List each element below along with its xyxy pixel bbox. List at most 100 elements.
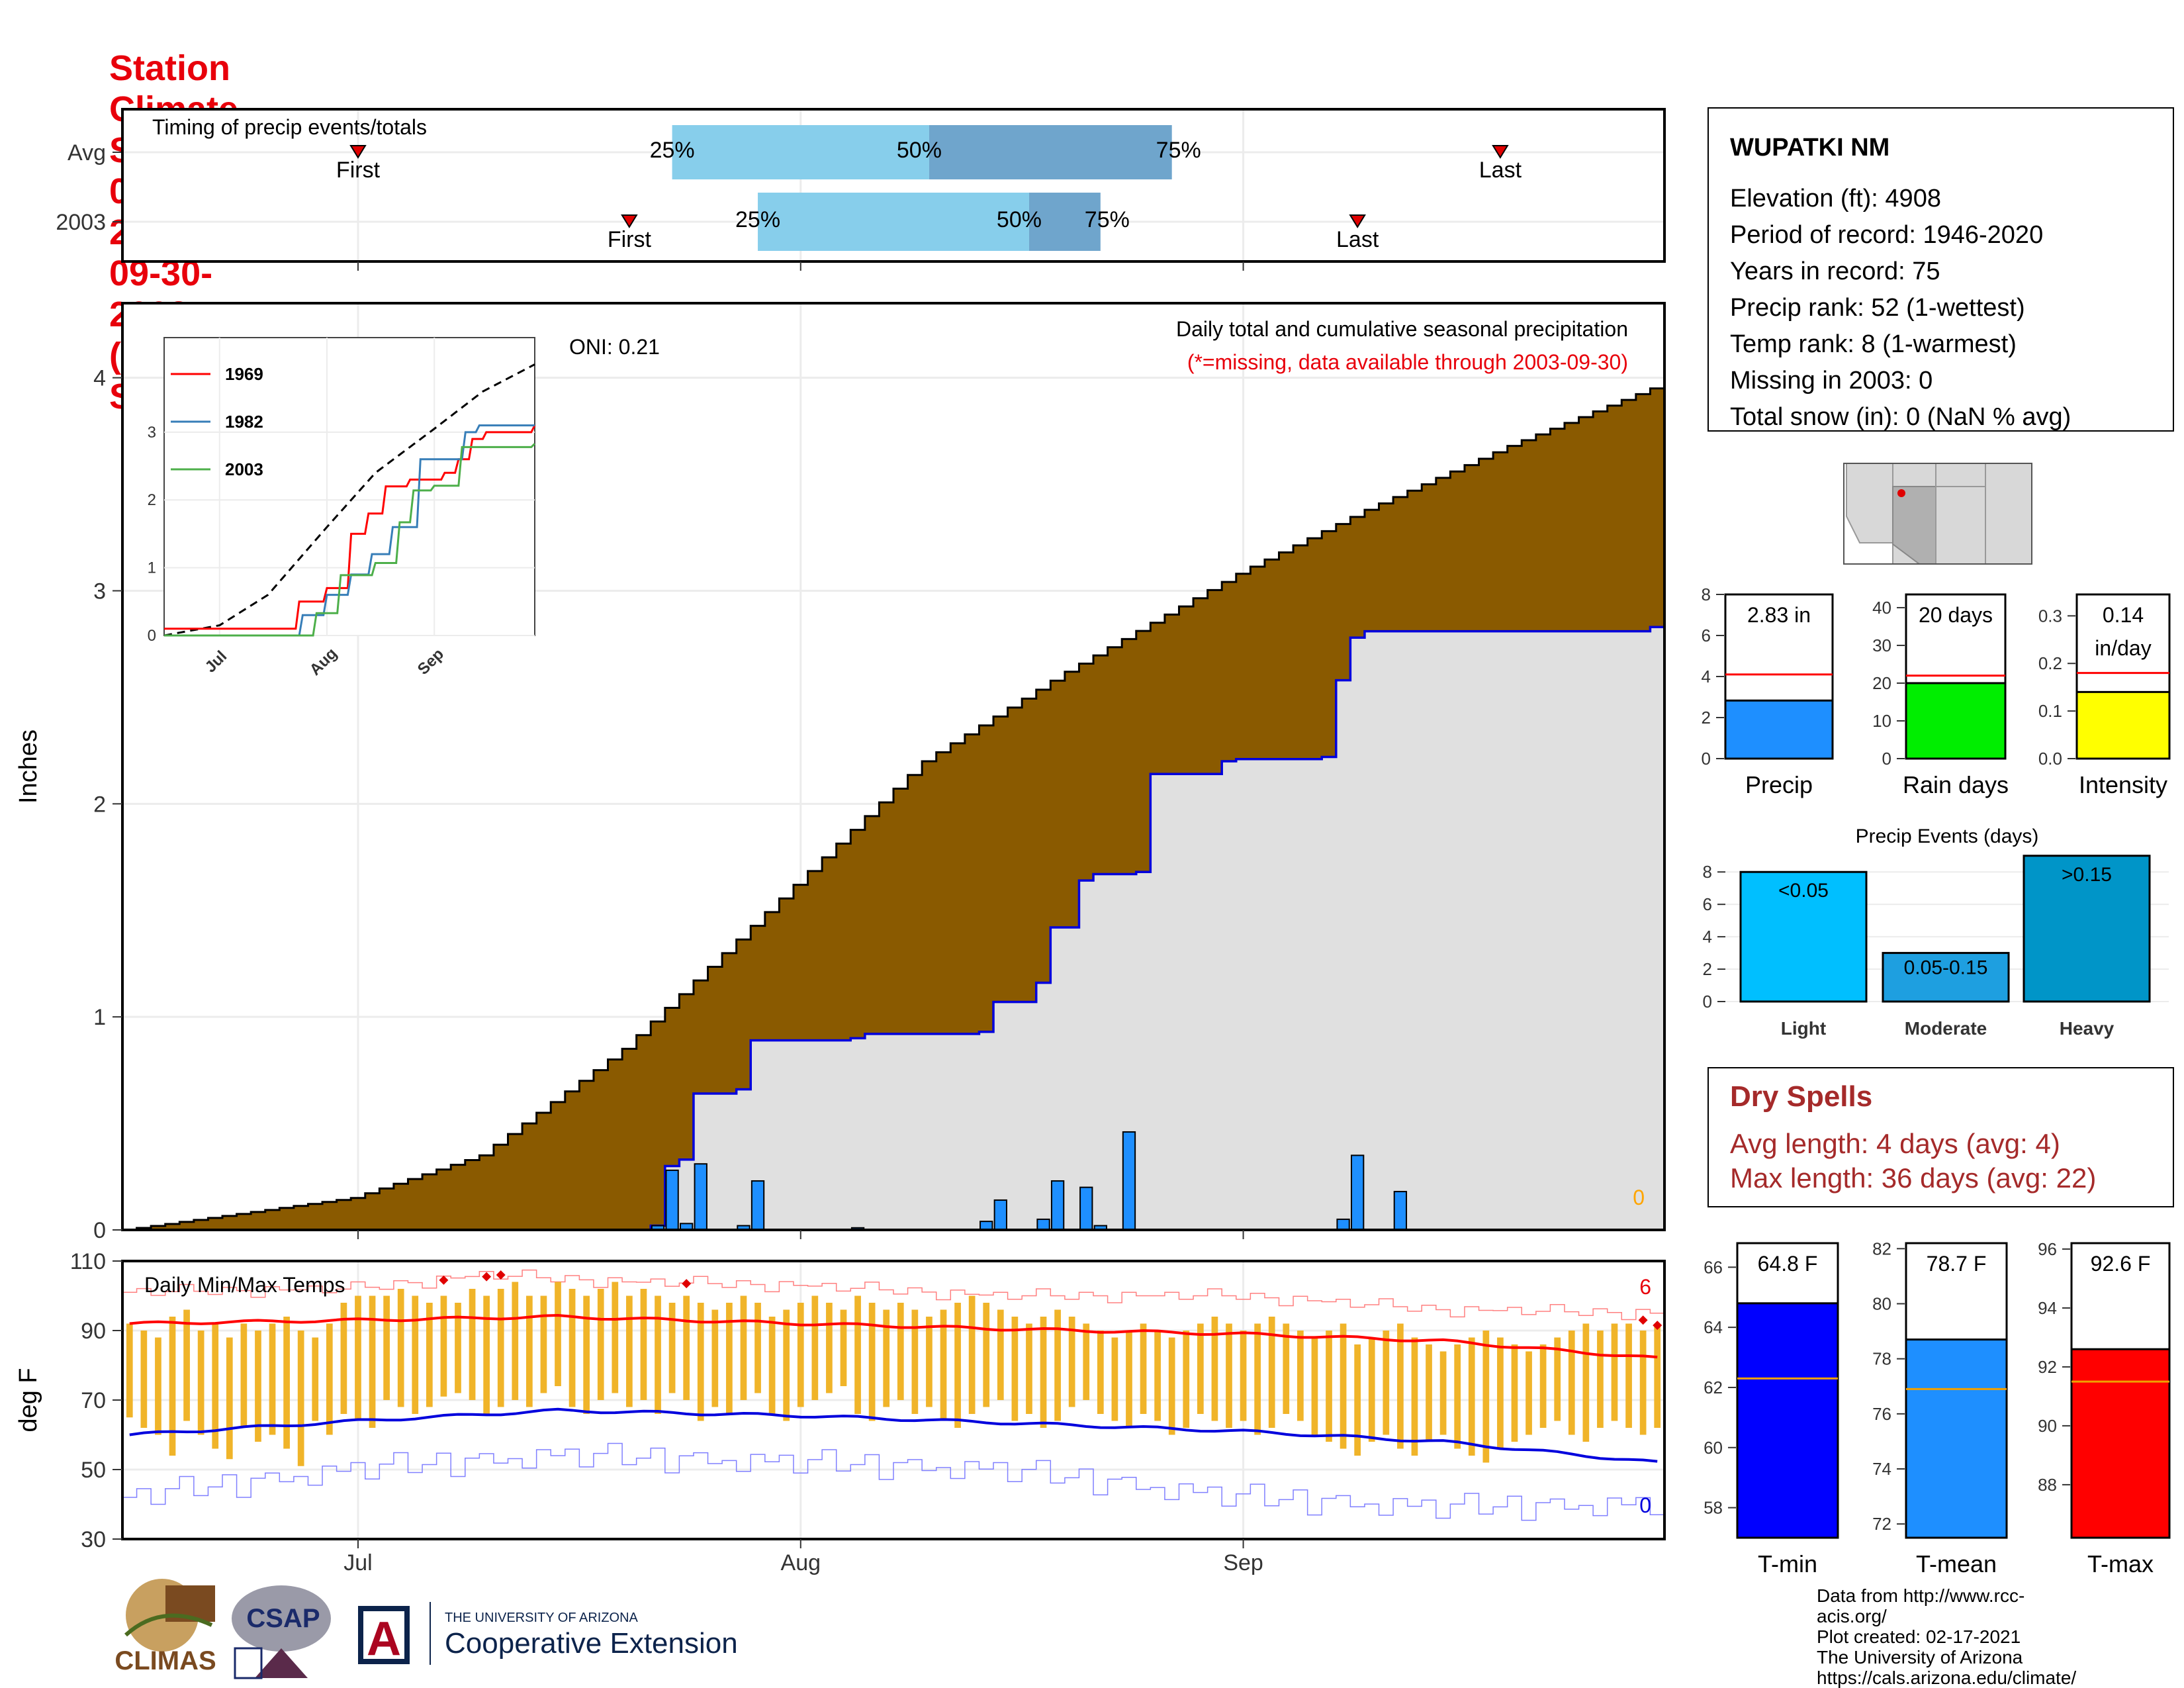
daily-precip-bar <box>665 1169 679 1231</box>
temp-y-tick: 90 <box>81 1319 106 1344</box>
timing-first-marker <box>621 214 638 228</box>
inset-y-tick: 1 <box>148 559 156 577</box>
daily-precip-bar <box>1350 1154 1365 1231</box>
timing-p50-label: 50% <box>997 207 1042 232</box>
timing-last-label: Last <box>1336 227 1379 252</box>
mini-bar-y-tick: 76 <box>1872 1404 1891 1424</box>
daily-temp-bar <box>455 1303 461 1393</box>
daily-precip-bar <box>1336 1218 1350 1231</box>
mini-bar-y-tick: 66 <box>1704 1257 1723 1277</box>
timing-last-marker <box>1492 145 1509 159</box>
mini-bar-value <box>1736 1302 1839 1539</box>
precip-panel-title: Daily total and cumulative seasonal prec… <box>1176 317 1628 341</box>
daily-temp-bar <box>1197 1323 1204 1414</box>
daily-temp-bar <box>1283 1323 1290 1414</box>
daily-temp-bar <box>983 1303 990 1407</box>
daily-temp-bar <box>1026 1323 1032 1414</box>
mini-bar-value-label: 64.8 F <box>1758 1252 1818 1276</box>
station-missing: Missing in 2003: 0 <box>1730 367 1933 395</box>
station-name: WUPATKI NM <box>1730 134 1890 162</box>
daily-temp-bar <box>212 1323 219 1449</box>
temp-y-tick: 50 <box>81 1458 106 1483</box>
precip-y-axis-label: Inches <box>15 729 42 804</box>
daily-temp-bar <box>469 1289 476 1400</box>
events-category-label: Moderate <box>1905 1018 1987 1039</box>
footer-line: Data from http://www.rcc-acis.org/ <box>1817 1585 2025 1626</box>
precip-y-tick: 4 <box>93 366 106 391</box>
daily-temp-bar <box>854 1295 861 1414</box>
events-category-label: Heavy <box>2060 1018 2115 1039</box>
daily-temp-bar <box>811 1295 819 1400</box>
daily-temp-bar <box>868 1303 876 1421</box>
tmean-summary-bar: 72 74 76 78 80 82 78.7 F T-mean <box>1872 1239 2008 1577</box>
inset-1969-line <box>164 424 536 630</box>
mini-bar-y-tick: 8 <box>1702 585 1711 604</box>
station-precip-rank: Precip rank: 52 (1-wettest) <box>1730 294 2025 322</box>
daily-temp-bar <box>1126 1331 1132 1428</box>
daily-temp-bar <box>269 1323 276 1435</box>
temp-y-axis-label: deg F <box>15 1368 42 1432</box>
daily-temp-bar <box>1168 1337 1175 1435</box>
daily-temp-bar <box>169 1317 176 1456</box>
daily-temp-bar <box>183 1309 190 1421</box>
daily-temp-bar <box>1468 1337 1475 1456</box>
mini-bar-y-tick: 30 <box>1872 635 1891 655</box>
station-years: Years in record: 75 <box>1730 258 1940 285</box>
ua-logo-letter: A <box>367 1613 401 1665</box>
timing-first-marker <box>349 145 367 159</box>
mini-bar-value-label: 0.14 <box>2103 603 2144 627</box>
daily-temp-bar <box>197 1331 205 1435</box>
events-bar-label: >0.15 <box>2062 864 2112 886</box>
daily-temp-bar <box>1525 1351 1532 1435</box>
inset-legend-label: 1982 <box>225 412 263 432</box>
mini-bar-value-label: 2.83 in <box>1747 603 1811 627</box>
daily-temp-bar <box>783 1309 790 1421</box>
daily-temp-bar <box>255 1331 261 1442</box>
station-period: Period of record: 1946-2020 <box>1730 221 2044 249</box>
events-bar <box>2023 855 2151 1003</box>
rain-days-summary-bar: 0 10 20 30 40 20 days Rain days <box>1872 593 2009 798</box>
timing-bar-50-75 <box>929 125 1172 179</box>
daily-temp-bar <box>1297 1331 1304 1421</box>
mini-bar-y-tick: 72 <box>1872 1514 1891 1534</box>
record-day-marker <box>496 1270 506 1280</box>
temp-panel-label: Daily Min/Max Temps <box>144 1273 345 1297</box>
temp-y-tick: 110 <box>70 1249 106 1274</box>
timing-panel-border <box>121 108 1666 263</box>
daily-temp-bar <box>1368 1337 1375 1442</box>
dry-spells-avg: Avg length: 4 days (avg: 4) <box>1730 1128 2060 1159</box>
daily-temp-bar <box>1625 1323 1632 1428</box>
daily-temp-bar <box>626 1295 633 1407</box>
csap-logo-text: CSAP <box>246 1604 320 1633</box>
precip-y-tick: 3 <box>93 579 106 604</box>
mini-bar-category-label: Precip <box>1745 771 1813 798</box>
daily-temp-bar <box>640 1289 647 1400</box>
daily-temp-bar <box>940 1309 947 1421</box>
oni-label: ONI: 0.21 <box>569 335 660 359</box>
daily-temp-bar <box>997 1309 1004 1400</box>
daily-precip-bar <box>694 1163 707 1231</box>
daily-temp-bar <box>954 1303 961 1428</box>
footer-line: https://cals.arizona.edu/climate/ <box>1817 1667 2077 1688</box>
precip-y-tick: 0 <box>93 1218 106 1243</box>
location-map <box>1843 463 2032 565</box>
mini-bar-category-label: Intensity <box>2079 771 2167 798</box>
events-y-tick: 6 <box>1703 894 1712 914</box>
daily-temp-bar <box>1097 1331 1104 1414</box>
timing-p50-label: 50% <box>897 138 942 163</box>
station-elevation: Elevation (ft): 4908 <box>1730 185 1941 212</box>
daily-temp-bar <box>1426 1344 1432 1442</box>
mini-bar-category-label: T-mean <box>1916 1550 1997 1577</box>
mini-bar-y-tick: 82 <box>1872 1239 1891 1258</box>
map-state-nm <box>1935 486 1986 565</box>
station-snow: Total snow (in): 0 (NaN % avg) <box>1730 403 2071 431</box>
daily-temp-bar <box>968 1295 976 1414</box>
inset-legend-label: 2003 <box>225 459 263 479</box>
daily-temp-bar <box>797 1303 804 1407</box>
mini-bar-value-label: 78.7 F <box>1927 1252 1987 1276</box>
daily-temp-bar <box>1083 1323 1090 1400</box>
daily-temp-bar <box>412 1295 419 1414</box>
mini-bar-y-tick: 58 <box>1704 1498 1723 1518</box>
daily-temp-bar <box>297 1331 304 1466</box>
timing-last-marker <box>1349 214 1366 228</box>
